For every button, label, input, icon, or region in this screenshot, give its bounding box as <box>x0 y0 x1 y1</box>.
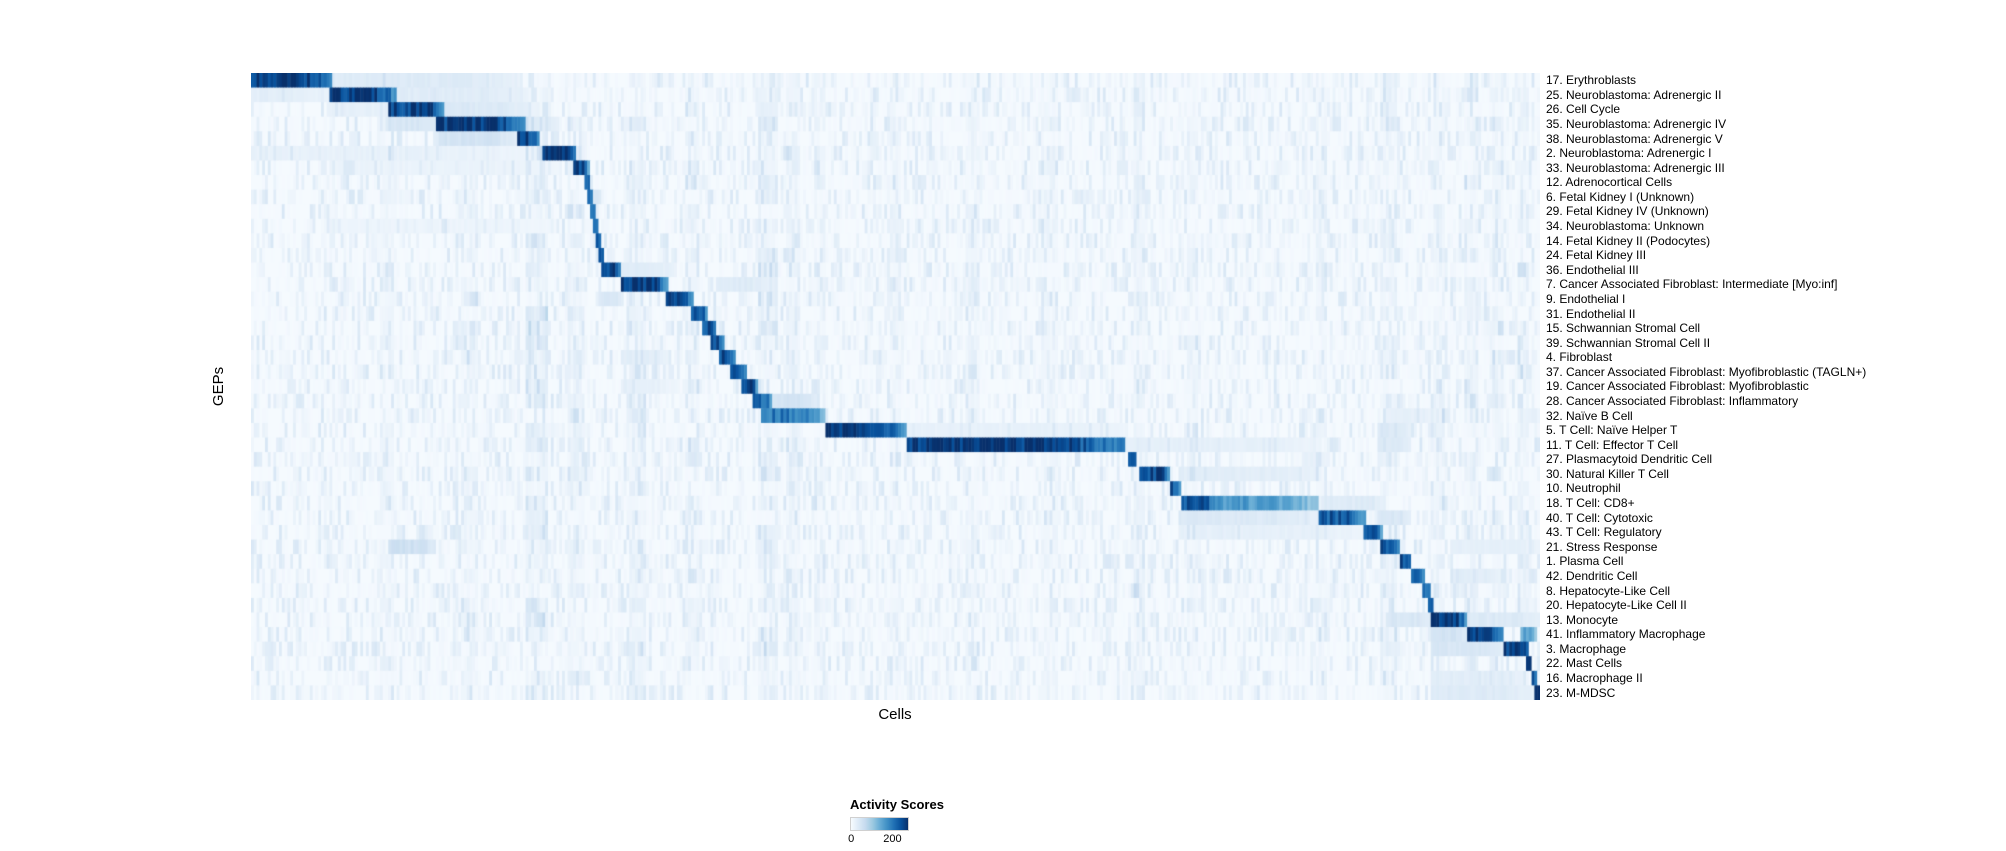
gep-row-label: 17. Erythroblasts <box>1546 73 1637 88</box>
gep-row-label: 34. Neuroblastoma: Unknown <box>1546 219 1705 234</box>
heatmap-canvas <box>251 73 1540 700</box>
gep-row-label: 2. Neuroblastoma: Adrenergic I <box>1546 146 1712 161</box>
colorbar-legend: Activity Scores 0 200 <box>848 797 1010 847</box>
gep-row-label: 19. Cancer Associated Fibroblast: Myofib… <box>1546 379 1809 394</box>
gep-row-label: 28. Cancer Associated Fibroblast: Inflam… <box>1546 394 1799 408</box>
gep-row-label: 3. Macrophage <box>1546 641 1627 656</box>
gep-row-label: 7. Cancer Associated Fibroblast: Interme… <box>1546 277 1838 292</box>
gep-row-label: 39. Schwannian Stromal Cell II <box>1546 335 1711 350</box>
gep-row-label: 23. M-MDSC <box>1546 685 1616 700</box>
gep-row-label: 35. Neuroblastoma: Adrenergic IV <box>1546 117 1727 132</box>
gep-row-label: 16. Macrophage II <box>1546 670 1643 685</box>
gep-row-label: 11. T Cell: Effector T Cell <box>1546 437 1679 452</box>
gep-row-label: 10. Neutrophil <box>1546 481 1621 496</box>
gep-row-label: 32. Naïve B Cell <box>1546 408 1633 423</box>
gep-row-label: 4. Fibroblast <box>1546 350 1613 365</box>
gep-row-label: 8. Hepatocyte-Like Cell <box>1546 583 1671 598</box>
x-axis-label: Cells <box>878 706 912 723</box>
gep-row-label: 30. Natural Killer T Cell <box>1546 466 1669 481</box>
gep-row-label: 40. T Cell: Cytotoxic <box>1546 510 1653 525</box>
gep-row-label: 33. Neuroblastoma: Adrenergic III <box>1546 160 1725 175</box>
y-axis-label-wrap: GEPs <box>208 73 230 700</box>
gep-row-label: 38. Neuroblastoma: Adrenergic V <box>1546 131 1723 146</box>
colorbar-title: Activity Scores <box>850 797 944 812</box>
gep-row-label: 1. Plasma Cell <box>1546 554 1624 569</box>
gep-row-label: 15. Schwannian Stromal Cell <box>1546 321 1701 336</box>
colorbar-gradient <box>850 817 909 831</box>
gep-row-label: 18. T Cell: CD8+ <box>1546 496 1635 511</box>
gep-row-label: 37. Cancer Associated Fibroblast: Myofib… <box>1546 364 1867 379</box>
gep-row-label: 31. Endothelial II <box>1546 306 1636 321</box>
gep-row-label: 12. Adrenocortical Cells <box>1546 175 1673 190</box>
gep-row-label: 6. Fetal Kidney I (Unknown) <box>1546 189 1695 204</box>
gep-row-label: 22. Mast Cells <box>1546 656 1623 671</box>
gep-row-label: 41. Inflammatory Macrophage <box>1546 627 1706 642</box>
gep-row-label: 43. T Cell: Regulatory <box>1546 525 1662 540</box>
colorbar-tick-max: 200 <box>883 833 902 845</box>
gep-row-label: 25. Neuroblastoma: Adrenergic II <box>1546 87 1722 102</box>
gep-row-label: 29. Fetal Kidney IV (Unknown) <box>1546 204 1709 219</box>
gep-row-label: 20. Hepatocyte-Like Cell II <box>1546 598 1687 613</box>
gep-row-label: 42. Dendritic Cell <box>1546 568 1638 583</box>
gep-row-label: 9. Endothelial I <box>1546 291 1626 306</box>
gep-row-label: 5. T Cell: Naïve Helper T <box>1546 423 1678 438</box>
gep-row-labels: 17. Erythroblasts 25. Neuroblastoma: Adre… <box>1546 73 2004 700</box>
y-axis-label: GEPs <box>210 366 228 407</box>
gep-row-label: 24. Fetal Kidney III <box>1546 248 1647 263</box>
gep-row-label: 13. Monocyte <box>1546 612 1619 627</box>
gep-row-label: 36. Endothelial III <box>1546 262 1639 277</box>
gep-row-label: 14. Fetal Kidney II (Podocytes) <box>1546 233 1711 248</box>
gep-row-label: 26. Cell Cycle <box>1546 102 1621 117</box>
gep-row-label: 27. Plasmacytoid Dendritic Cell <box>1546 452 1713 467</box>
colorbar-ticks: 0 200 <box>848 833 909 847</box>
colorbar-tick-min: 0 <box>848 833 855 845</box>
gep-row-label: 21. Stress Response <box>1546 539 1658 554</box>
